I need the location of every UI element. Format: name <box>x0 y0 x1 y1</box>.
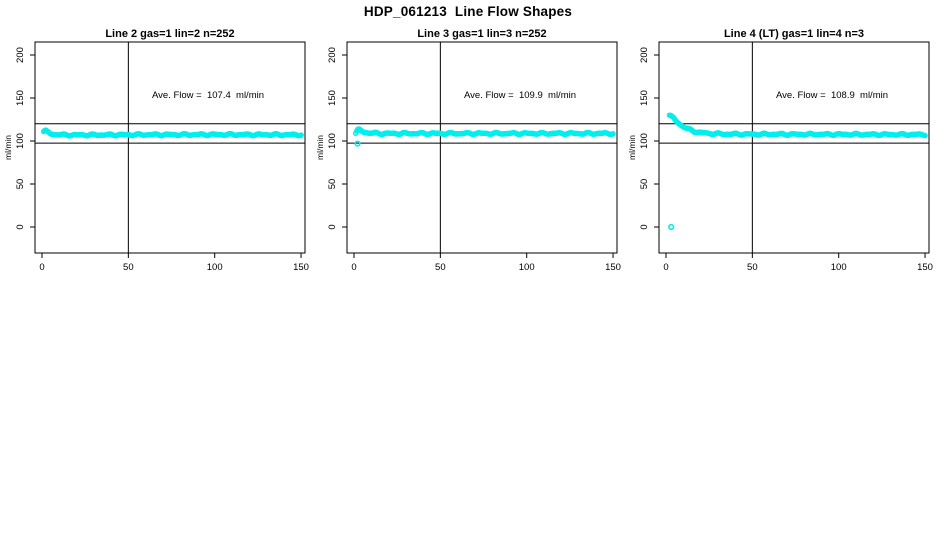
plot-box <box>346 41 618 254</box>
panel-1-ave-flow-annotation: Ave. Flow = 107.4 ml/min <box>151 90 265 101</box>
main-title: HDP_061213 Line Flow Shapes <box>363 4 573 19</box>
y-tick-label: 100 <box>15 133 26 149</box>
x-tick-label: 100 <box>207 262 223 273</box>
plot-box <box>658 41 930 254</box>
y-tick-label: 50 <box>639 179 650 190</box>
panel-1-title: Line 2 gas=1 lin=2 n=252 <box>105 28 235 40</box>
y-tick-label: 150 <box>639 90 650 106</box>
x-tick-label: 0 <box>663 262 668 273</box>
y-tick-label: 0 <box>639 224 650 229</box>
y-axis-label: ml/min <box>315 135 325 160</box>
x-tick-label: 100 <box>831 262 847 273</box>
panel-2-title: Line 3 gas=1 lin=3 n=252 <box>417 28 547 40</box>
y-axis-label: ml/min <box>3 135 13 160</box>
x-tick-label: 150 <box>605 262 621 273</box>
panel-3-ave-flow-annotation: Ave. Flow = 108.9 ml/min <box>775 90 889 101</box>
y-tick-label: 50 <box>327 179 338 190</box>
panel-2-ave-flow-annotation: Ave. Flow = 109.9 ml/min <box>463 90 577 101</box>
data-point <box>922 132 928 139</box>
outlier-point <box>668 223 675 231</box>
x-tick-label: 0 <box>39 262 44 273</box>
y-tick-label: 200 <box>639 47 650 63</box>
data-point <box>610 131 616 137</box>
y-tick-label: 150 <box>327 90 338 106</box>
flow-shapes-plot: 0 50 100 150 200 0 50 100 150 ml/min 0 50 100 150 200 0… <box>3 41 933 273</box>
x-tick-label: 50 <box>747 262 758 273</box>
y-tick-label: 100 <box>639 133 650 149</box>
y-tick-label: 100 <box>327 133 338 149</box>
data-point <box>298 132 304 138</box>
x-tick-label: 100 <box>519 262 535 273</box>
x-tick-label: 150 <box>293 262 309 273</box>
x-tick-label: 150 <box>917 262 933 273</box>
y-axis-label: ml/min <box>627 135 637 160</box>
y-tick-label: 50 <box>15 179 26 190</box>
y-tick-label: 0 <box>327 224 338 229</box>
plot-box <box>34 41 306 254</box>
x-tick-label: 0 <box>351 262 356 273</box>
panel-3-title: Line 4 (LT) gas=1 lin=4 n=3 <box>723 28 865 40</box>
y-tick-label: 200 <box>15 47 26 63</box>
x-tick-label: 50 <box>435 262 446 273</box>
y-tick-label: 0 <box>15 224 26 229</box>
y-tick-label: 150 <box>15 90 26 106</box>
y-tick-label: 200 <box>327 47 338 63</box>
outlier-point <box>354 140 361 147</box>
x-tick-label: 50 <box>123 262 134 273</box>
